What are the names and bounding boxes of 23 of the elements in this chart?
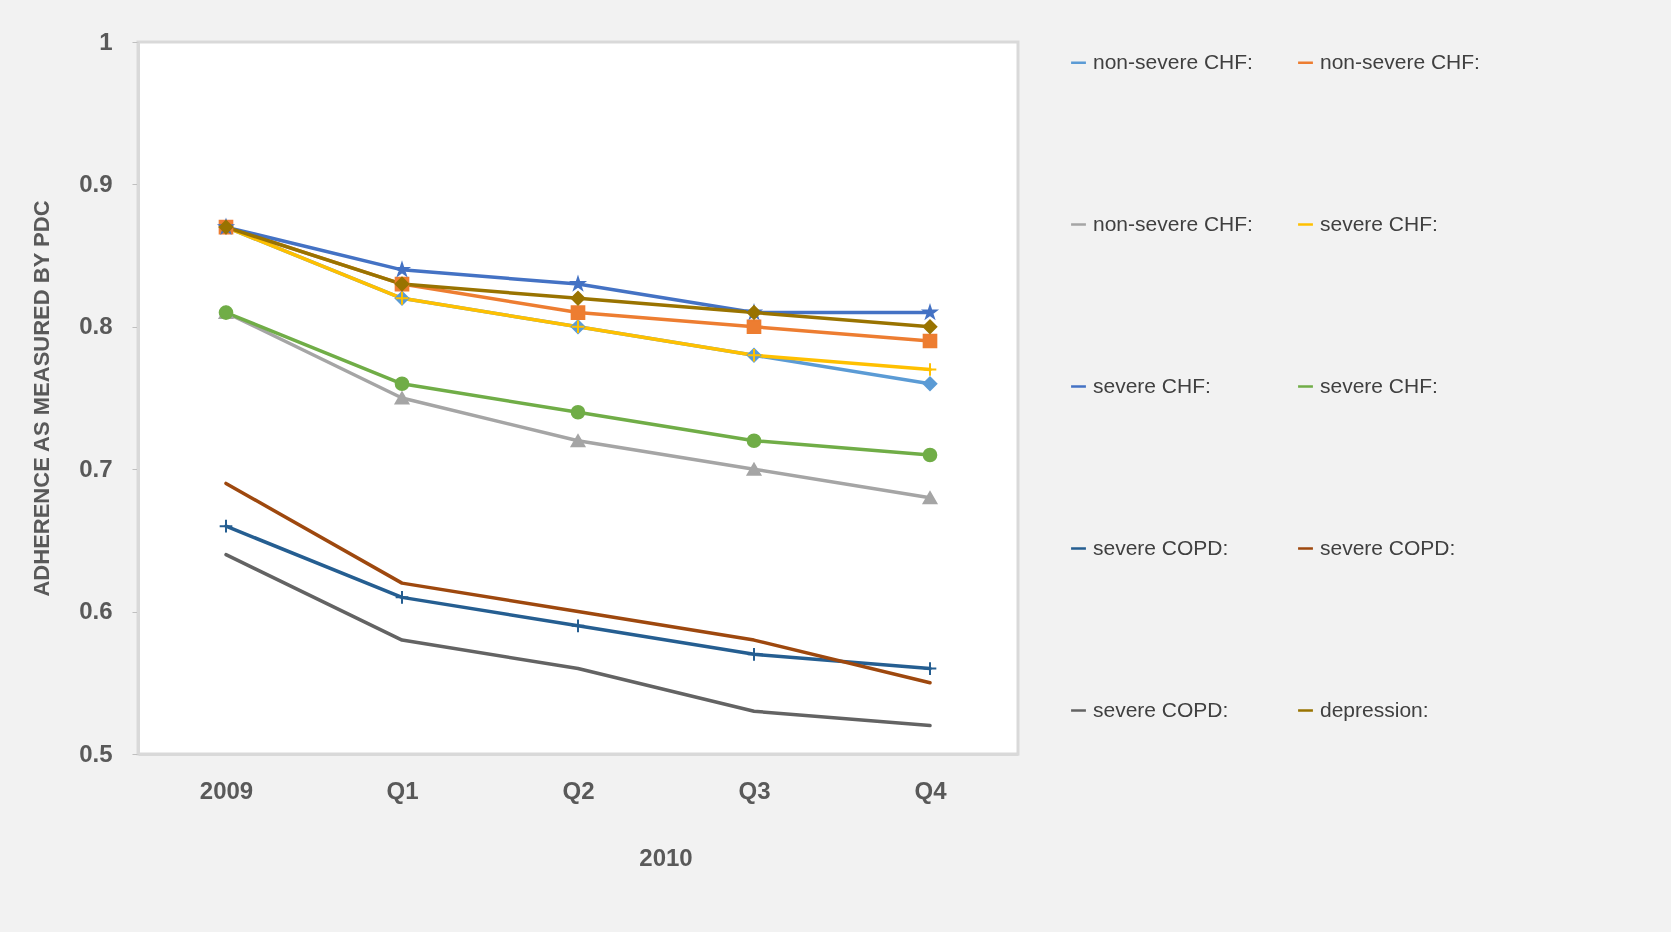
legend-label: non-severe CHF: [1320,49,1480,73]
legend-label: severe CHF: [1320,211,1438,235]
y-axis-title: ADHERENCE AS MEASURED BY PDC [29,200,55,597]
legend-label: severe COPD: [1320,535,1456,559]
legend-label: severe COPD: [1093,697,1229,721]
y-tick-label: 1 [99,27,113,55]
x-tick-label: Q2 [562,776,595,804]
y-tick-label: 0.9 [79,169,113,197]
legend-label: severe CHF: [1320,373,1438,397]
text: 2010 [639,844,693,871]
y-tick-label: 0.8 [79,312,113,340]
legend-label: non-severe CHF: [1093,211,1253,235]
x-tick-label: Q3 [738,776,771,804]
x-tick-label: 2009 [199,776,254,804]
y-tick-label: 0.6 [79,597,113,625]
legend-label: depression: [1320,697,1429,721]
legend-label: severe COPD: [1093,535,1229,559]
x-tick-label: Q1 [386,776,419,804]
legend-label: severe CHF: [1093,373,1211,397]
y-tick-label: 0.5 [79,739,113,767]
x-tick-label: Q4 [914,776,948,804]
legend-label: non-severe CHF: [1093,49,1253,73]
y-tick-label: 0.7 [79,454,113,482]
